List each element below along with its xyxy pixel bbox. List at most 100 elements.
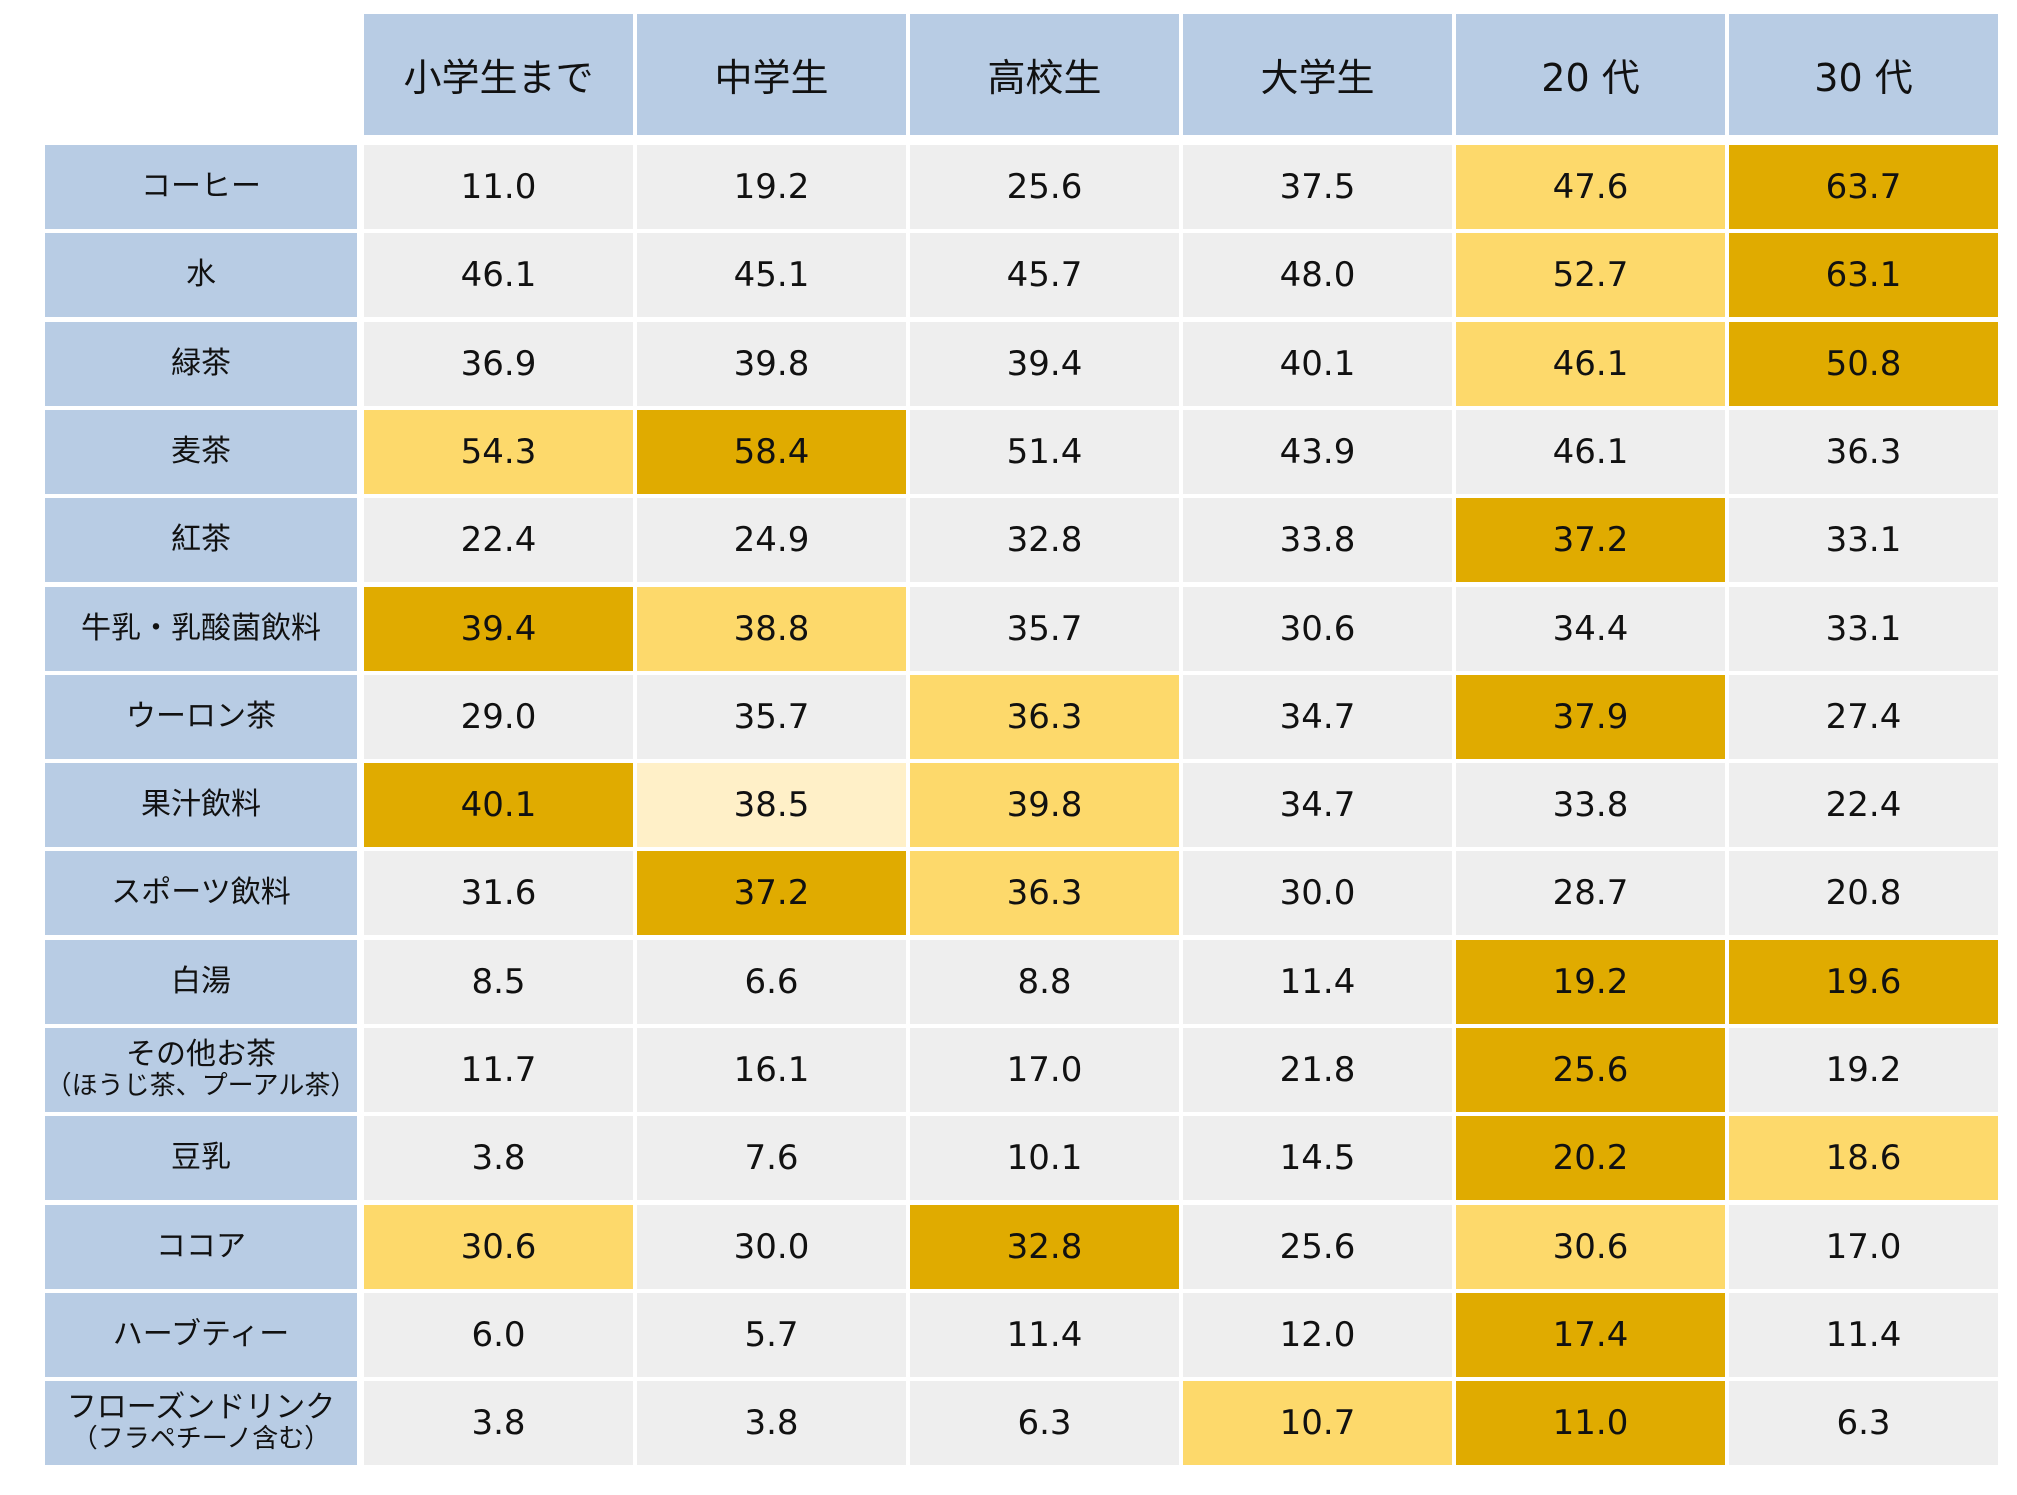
table-cell: 30.0	[637, 1205, 906, 1289]
row-label-subtext: （ほうじ茶、プーアル茶）	[45, 1071, 357, 1102]
row-label: 豆乳	[45, 1116, 357, 1200]
table-cell: 46.1	[364, 233, 633, 317]
table-cell: 22.4	[364, 498, 633, 582]
table-cell: 25.6	[910, 145, 1179, 229]
table-cell: 12.0	[1183, 1293, 1452, 1377]
row-label-text: 白湯	[171, 963, 231, 999]
table-cell: 39.4	[910, 322, 1179, 406]
table-cell: 22.4	[1729, 763, 1998, 847]
table-cell: 17.0	[1729, 1205, 1998, 1289]
table-cell: 6.0	[364, 1293, 633, 1377]
table-cell: 10.1	[910, 1116, 1179, 1200]
table-cell: 3.8	[364, 1381, 633, 1465]
table-cell: 52.7	[1456, 233, 1725, 317]
table-cell: 39.8	[910, 763, 1179, 847]
table-cell: 11.4	[1183, 940, 1452, 1024]
column-header: 小学生まで	[364, 14, 633, 135]
table-cell: 48.0	[1183, 233, 1452, 317]
table-cell: 47.6	[1456, 145, 1725, 229]
table-cell: 11.4	[910, 1293, 1179, 1377]
row-label-text: 紅茶	[171, 521, 231, 557]
table-cell: 51.4	[910, 410, 1179, 494]
table-cell: 38.5	[637, 763, 906, 847]
table-cell: 19.2	[637, 145, 906, 229]
table-cell: 33.1	[1729, 498, 1998, 582]
table-cell: 32.8	[910, 498, 1179, 582]
row-label: その他お茶 （ほうじ茶、プーアル茶）	[45, 1028, 357, 1112]
table-cell: 27.4	[1729, 675, 1998, 759]
table-cell: 11.0	[364, 145, 633, 229]
row-label-subtext: （フラペチーノ含む）	[71, 1424, 331, 1455]
row-label-text: ハーブティー	[112, 1316, 290, 1352]
row-label-text: 水	[186, 256, 216, 292]
table-cell: 36.3	[910, 675, 1179, 759]
table-cell: 39.4	[364, 587, 633, 671]
table-cell: 8.8	[910, 940, 1179, 1024]
row-label-text: 果汁飲料	[141, 786, 261, 822]
row-label: ハーブティー	[45, 1293, 357, 1377]
row-label: コーヒー	[45, 145, 357, 229]
table-cell: 6.6	[637, 940, 906, 1024]
table-cell: 5.7	[637, 1293, 906, 1377]
row-label: 果汁飲料	[45, 763, 357, 847]
table-cell: 45.7	[910, 233, 1179, 317]
row-label-text: スポーツ飲料	[111, 874, 291, 910]
table-cell: 11.0	[1456, 1381, 1725, 1465]
column-header: 高校生	[910, 14, 1179, 135]
table-cell: 37.2	[1456, 498, 1725, 582]
table-cell: 36.9	[364, 322, 633, 406]
table-cell: 3.8	[637, 1381, 906, 1465]
table-cell: 14.5	[1183, 1116, 1452, 1200]
table-cell: 34.7	[1183, 675, 1452, 759]
table-cell: 8.5	[364, 940, 633, 1024]
table-cell: 46.1	[1456, 410, 1725, 494]
table-cell: 36.3	[1729, 410, 1998, 494]
table-cell: 19.2	[1456, 940, 1725, 1024]
table-cell: 10.7	[1183, 1381, 1452, 1465]
table-cell: 30.6	[1183, 587, 1452, 671]
table-cell: 34.7	[1183, 763, 1452, 847]
row-label-text: その他お茶	[126, 1036, 276, 1072]
table-cell: 37.5	[1183, 145, 1452, 229]
table-cell: 11.4	[1729, 1293, 1998, 1377]
table-cell: 6.3	[1729, 1381, 1998, 1465]
table-cell: 21.8	[1183, 1028, 1452, 1112]
column-header: 20 代	[1456, 14, 1725, 135]
table-cell: 35.7	[637, 675, 906, 759]
table-cell: 6.3	[910, 1381, 1179, 1465]
row-label: ココア	[45, 1205, 357, 1289]
table-cell: 17.4	[1456, 1293, 1725, 1377]
table-cell: 24.9	[637, 498, 906, 582]
table-cell: 17.0	[910, 1028, 1179, 1112]
row-label-text: ウーロン茶	[126, 698, 276, 734]
row-label: 緑茶	[45, 322, 357, 406]
table-cell: 7.6	[637, 1116, 906, 1200]
table-cell: 29.0	[364, 675, 633, 759]
row-label: 白湯	[45, 940, 357, 1024]
row-label: 牛乳・乳酸菌飲料	[45, 587, 357, 671]
table-cell: 38.8	[637, 587, 906, 671]
table-cell: 63.1	[1729, 233, 1998, 317]
table-cell: 11.7	[364, 1028, 633, 1112]
table-cell: 30.0	[1183, 851, 1452, 935]
row-label: 水	[45, 233, 357, 317]
row-label: フローズンドリンク （フラペチーノ含む）	[45, 1381, 357, 1465]
table-cell: 20.8	[1729, 851, 1998, 935]
table-cell: 19.2	[1729, 1028, 1998, 1112]
row-label: 麦茶	[45, 410, 357, 494]
table-cell: 31.6	[364, 851, 633, 935]
table-cell: 34.4	[1456, 587, 1725, 671]
table-cell: 19.6	[1729, 940, 1998, 1024]
table-cell: 50.8	[1729, 322, 1998, 406]
table-cell: 16.1	[637, 1028, 906, 1112]
row-label: スポーツ飲料	[45, 851, 357, 935]
table-cell: 32.8	[910, 1205, 1179, 1289]
table-cell: 40.1	[1183, 322, 1452, 406]
row-label-text: 牛乳・乳酸菌飲料	[81, 610, 321, 646]
table-cell: 39.8	[637, 322, 906, 406]
table-cell: 58.4	[637, 410, 906, 494]
row-label-text: 麦茶	[171, 433, 231, 469]
table-cell: 36.3	[910, 851, 1179, 935]
row-label-text: 緑茶	[171, 345, 231, 381]
